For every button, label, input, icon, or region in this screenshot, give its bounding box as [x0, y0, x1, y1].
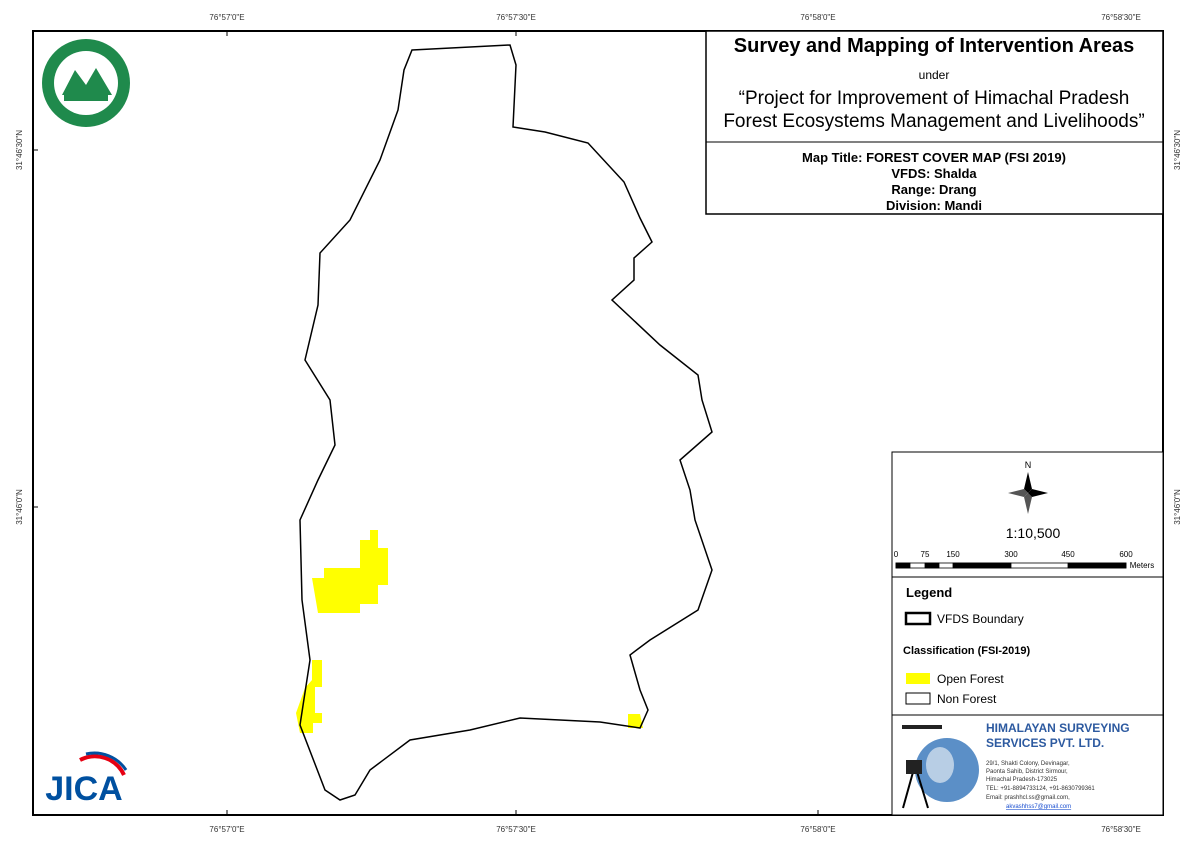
- lon-label: 76°57'0"E: [209, 13, 244, 22]
- project-line: “Project for Improvement of Himachal Pra…: [739, 88, 1130, 109]
- company-address: Himachal Pradesh-173025: [986, 777, 1058, 783]
- scale-text: 1:10,500: [1006, 525, 1061, 541]
- legend-label: VFDS Boundary: [937, 612, 1024, 626]
- project-line: Forest Ecosystems Management and Livelih…: [723, 111, 1144, 132]
- lat-label: 31°46'0"N: [1173, 489, 1182, 525]
- subtitle: under: [919, 68, 950, 82]
- company-name: HIMALAYAN SURVEYING: [986, 721, 1130, 735]
- scale-tick: 75: [921, 550, 930, 559]
- lon-label: 76°57'0"E: [209, 825, 244, 834]
- scale-tick: 150: [946, 550, 960, 559]
- company-address: Paonta Sahib, District Sirmour,: [986, 769, 1068, 775]
- vfds-boundary: [299, 44, 713, 801]
- lat-label: 31°46'30"N: [1173, 130, 1182, 170]
- lon-label: 76°58'30"E: [1101, 825, 1141, 834]
- scale-unit: Meters: [1130, 561, 1154, 570]
- jica-text: JICA: [45, 770, 122, 808]
- legend-subtitle: Classification (FSI-2019): [903, 645, 1030, 657]
- company-address: Email: prashhcl.ss@gmail.com,: [986, 795, 1070, 801]
- division: Division: Mandi: [886, 198, 982, 213]
- legend-label: Open Forest: [937, 672, 1004, 686]
- lon-label: 76°58'0"E: [800, 13, 835, 22]
- title: Survey and Mapping of Intervention Areas: [734, 35, 1134, 57]
- lon-label: 76°58'0"E: [800, 825, 835, 834]
- company-email: akvashhss7@gmail.com: [1006, 804, 1071, 810]
- legend-swatch: [906, 673, 930, 684]
- scale-tick: 0: [894, 550, 899, 559]
- open-forest-patches: [296, 530, 643, 733]
- lat-label: 31°46'30"N: [15, 130, 24, 170]
- scale-bar: [895, 562, 1127, 569]
- company-name: SERVICES PVT. LTD.: [986, 736, 1104, 750]
- jica-logo: JICA: [45, 751, 128, 808]
- vfds: VFDS: Shalda: [891, 166, 977, 181]
- forest-dept-logo: [42, 39, 130, 127]
- map-title: Map Title: FOREST COVER MAP (FSI 2019): [802, 150, 1066, 165]
- legend-title: Legend: [906, 585, 952, 600]
- lon-label: 76°57'30"E: [496, 13, 536, 22]
- company-address: 29/1, Shakti Colony, Devinagar,: [986, 761, 1070, 767]
- scale-tick: 450: [1061, 550, 1075, 559]
- range: Range: Drang: [891, 182, 976, 197]
- lon-label: 76°57'30"E: [496, 825, 536, 834]
- scale-tick: 600: [1119, 550, 1133, 559]
- legend-swatch: [904, 611, 932, 626]
- legend-label: Non Forest: [937, 692, 997, 706]
- legend-swatch: [905, 692, 931, 705]
- scale-tick: 300: [1004, 550, 1018, 559]
- title-box: [705, 30, 1164, 215]
- company-address: TEL: +91-8894733124, +91-8630799361: [986, 786, 1095, 792]
- north-arrow: [1008, 472, 1048, 514]
- lon-label: 76°58'30"E: [1101, 13, 1141, 22]
- company-logo: [902, 725, 979, 809]
- lat-label: 31°46'0"N: [15, 489, 24, 525]
- north-label: N: [1025, 460, 1032, 470]
